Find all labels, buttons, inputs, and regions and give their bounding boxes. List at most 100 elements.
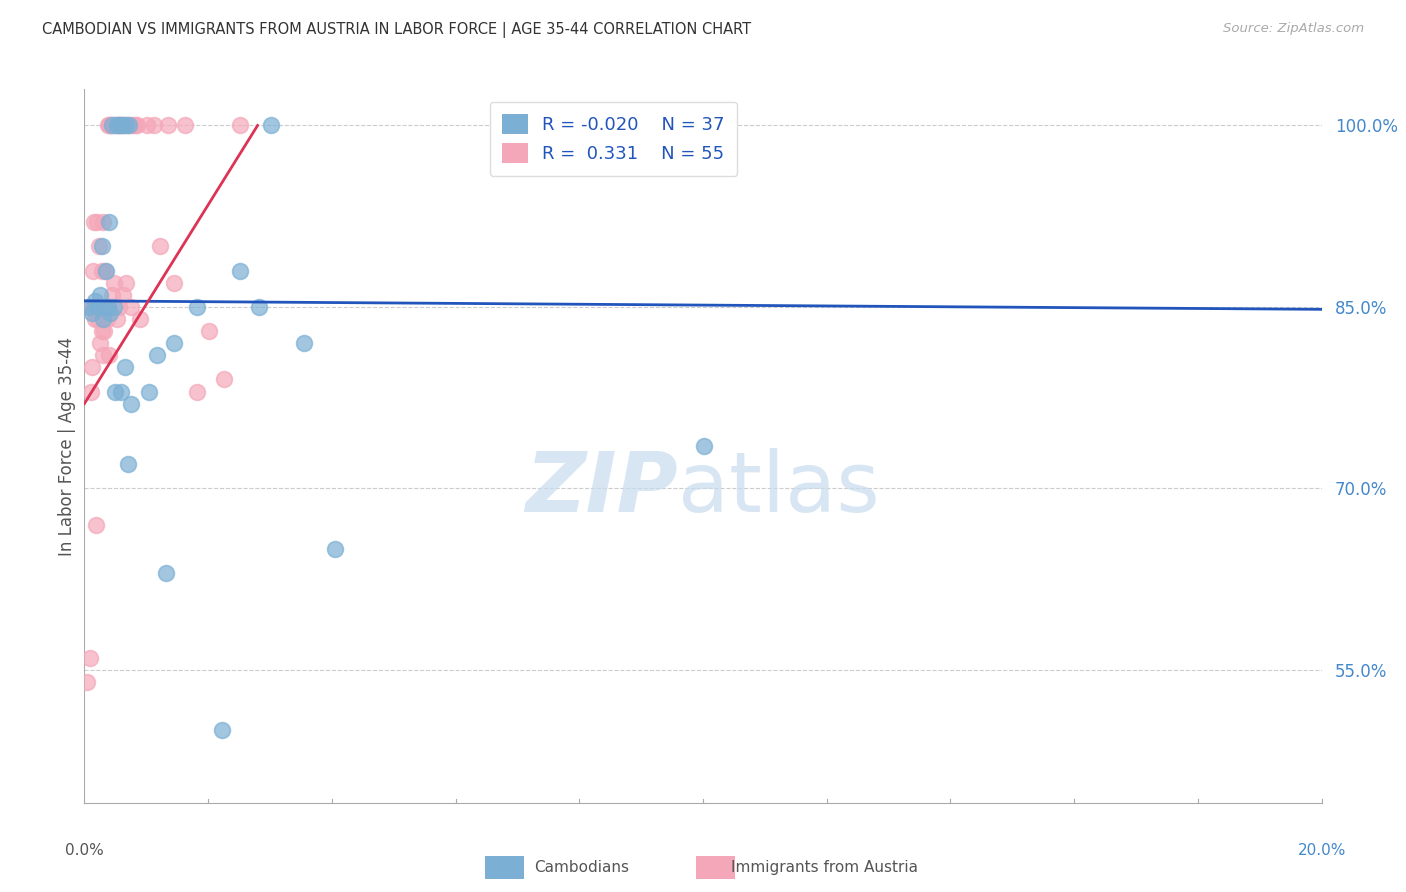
Point — [94, 263, 117, 277]
Point — [110, 119, 132, 133]
Point — [693, 439, 716, 453]
Point — [80, 306, 103, 320]
Point — [229, 263, 252, 277]
Point — [100, 288, 122, 302]
Point — [91, 312, 114, 326]
Point — [118, 119, 141, 133]
Point — [118, 119, 141, 133]
Text: Immigrants from Austria: Immigrants from Austria — [731, 860, 918, 874]
Point — [79, 650, 101, 665]
Point — [114, 360, 136, 375]
Point — [104, 119, 127, 133]
Point — [111, 288, 134, 302]
Point — [97, 119, 120, 133]
Point — [80, 360, 103, 375]
Text: Source: ZipAtlas.com: Source: ZipAtlas.com — [1223, 22, 1364, 36]
Point — [105, 119, 128, 133]
Point — [97, 300, 120, 314]
Point — [173, 119, 195, 133]
Point — [93, 300, 115, 314]
Point — [89, 288, 111, 302]
Point — [83, 215, 105, 229]
Point — [110, 384, 132, 399]
Point — [105, 312, 128, 326]
Point — [82, 263, 104, 277]
Point — [186, 300, 208, 314]
Point — [94, 263, 117, 277]
Point — [198, 324, 221, 338]
Point — [121, 119, 143, 133]
Point — [211, 723, 233, 738]
Point — [87, 312, 110, 326]
Point — [101, 119, 124, 133]
Text: ZIP: ZIP — [526, 449, 678, 529]
Point — [98, 119, 121, 133]
Point — [84, 293, 107, 308]
Point — [90, 324, 112, 338]
Point — [96, 312, 118, 326]
Point — [260, 119, 283, 133]
Point — [84, 312, 107, 326]
Point — [136, 119, 159, 133]
Point — [111, 119, 134, 133]
Point — [212, 372, 235, 386]
Point — [87, 300, 110, 314]
Point — [120, 397, 142, 411]
Text: CAMBODIAN VS IMMIGRANTS FROM AUSTRIA IN LABOR FORCE | AGE 35-44 CORRELATION CHAR: CAMBODIAN VS IMMIGRANTS FROM AUSTRIA IN … — [42, 22, 751, 38]
Point — [103, 276, 125, 290]
Point — [163, 276, 186, 290]
Point — [103, 300, 125, 314]
Point — [97, 300, 120, 314]
Text: 20.0%: 20.0% — [1298, 843, 1346, 858]
Point — [124, 119, 146, 133]
Point — [186, 384, 208, 399]
Point — [125, 119, 148, 133]
Point — [107, 119, 129, 133]
Point — [91, 215, 114, 229]
Point — [90, 263, 112, 277]
Point — [79, 384, 101, 399]
Point — [110, 119, 132, 133]
Point — [138, 384, 160, 399]
Point — [89, 239, 111, 253]
Point — [229, 119, 252, 133]
Point — [115, 276, 138, 290]
Point — [108, 300, 131, 314]
Point — [115, 119, 138, 133]
Point — [79, 300, 101, 314]
Y-axis label: In Labor Force | Age 35-44: In Labor Force | Age 35-44 — [58, 336, 76, 556]
Point — [90, 239, 112, 253]
Legend: R = -0.020    N = 37, R =  0.331    N = 55: R = -0.020 N = 37, R = 0.331 N = 55 — [489, 102, 737, 176]
Point — [120, 300, 142, 314]
Point — [114, 119, 136, 133]
Point — [98, 119, 121, 133]
Point — [89, 336, 111, 351]
Point — [104, 384, 127, 399]
Text: atlas: atlas — [678, 449, 880, 529]
Point — [323, 541, 346, 556]
Point — [91, 348, 114, 362]
Text: Cambodians: Cambodians — [534, 860, 630, 874]
Point — [156, 119, 179, 133]
Point — [149, 239, 172, 253]
Point — [98, 215, 121, 229]
Point — [79, 300, 101, 314]
Point — [93, 324, 115, 338]
Point — [247, 300, 270, 314]
Point — [76, 674, 98, 689]
Text: 0.0%: 0.0% — [65, 843, 104, 858]
Point — [86, 215, 108, 229]
Point — [98, 348, 121, 362]
Point — [101, 119, 124, 133]
Point — [117, 457, 139, 471]
Point — [86, 300, 108, 314]
Point — [146, 348, 169, 362]
Point — [155, 566, 177, 580]
Point — [142, 119, 165, 133]
Point — [83, 300, 105, 314]
Point — [84, 517, 107, 532]
Point — [129, 312, 152, 326]
Point — [110, 119, 132, 133]
Point — [98, 306, 121, 320]
Point — [292, 336, 315, 351]
